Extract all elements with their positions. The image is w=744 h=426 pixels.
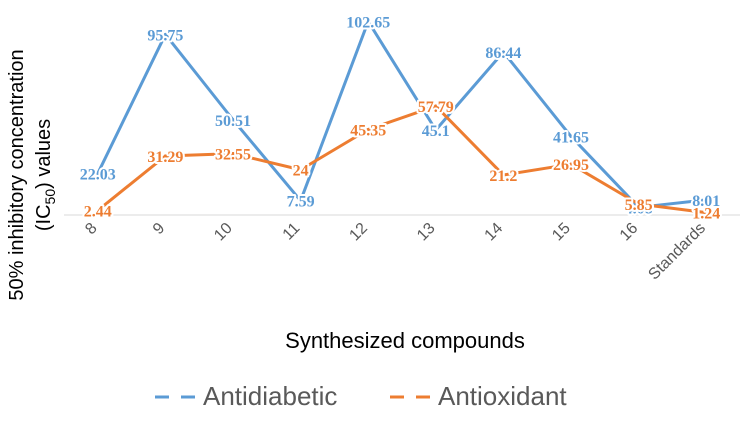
antioxidant-data-label-standards: 1.24 — [692, 206, 720, 223]
x-axis-label: Synthesized compounds — [285, 328, 525, 353]
x-tick-9: 9 — [150, 220, 168, 238]
x-tick-standards: Standards — [645, 220, 709, 284]
antidiabetic-data-label-15: 41.65 — [553, 129, 589, 146]
antioxidant-point-14 — [501, 173, 505, 177]
antioxidant-segment-3 — [299, 127, 370, 172]
antidiabetic-point-13 — [434, 128, 438, 132]
antioxidant-point-13 — [434, 104, 438, 108]
antidiabetic-data-label-10: 50.51 — [215, 113, 251, 130]
x-tick-12: 12 — [346, 220, 371, 245]
antidiabetic-data-label-13: 45.1 — [422, 123, 450, 140]
antidiabetic-point-12 — [366, 19, 370, 23]
x-tick-8: 8 — [82, 220, 100, 238]
legend-label-antioxidant: Antioxidant — [438, 381, 567, 411]
y-axis-label-prefix: (IC — [33, 204, 55, 231]
antioxidant-point-11 — [299, 168, 303, 172]
x-tick-labels: 8 9 10 11 12 13 14 15 16 Standards — [82, 220, 709, 284]
x-tick-10: 10 — [211, 220, 236, 245]
data-labels: 22.03 95.75 50.51 7.59 102.65 45.1 86.44 41.65 4… — [78, 12, 722, 224]
antidiabetic-data-label-standards: 8.01 — [692, 193, 720, 210]
antioxidant-point-15 — [569, 162, 573, 166]
antioxidant-data-label-16: 5.85 — [625, 197, 653, 214]
antidiabetic-point-10 — [231, 118, 235, 122]
y-axis-label-suffix: ) values — [33, 119, 55, 189]
antioxidant-segment-2 — [231, 152, 303, 172]
antioxidant-data-label-15: 26.95 — [553, 157, 589, 174]
antidiabetic-data-label-12: 102.65 — [346, 14, 390, 31]
antidiabetic-point-15 — [569, 134, 573, 138]
antidiabetic-segment-3 — [299, 19, 370, 203]
legend-label-antidiabetic: Antidiabetic — [203, 381, 337, 411]
antidiabetic-point-standards — [704, 198, 708, 202]
x-tick-16: 16 — [617, 220, 642, 245]
antioxidant-segment-6 — [501, 162, 573, 177]
x-tick-11: 11 — [280, 220, 304, 244]
antioxidant-data-label-11: 24 — [293, 163, 309, 180]
antidiabetic-segment-6 — [501, 50, 573, 138]
antioxidant-segment-8 — [637, 202, 708, 215]
legend-item-antioxidant: Antioxidant — [390, 381, 567, 411]
antidiabetic-point-16 — [637, 205, 641, 209]
antioxidant-segment-7 — [569, 162, 641, 206]
antioxidant-point-8 — [96, 208, 100, 212]
series-lines — [96, 19, 708, 215]
antioxidant-point-10 — [231, 152, 235, 156]
antidiabetic-segment-4 — [366, 19, 438, 132]
x-tick-13: 13 — [414, 220, 439, 245]
antidiabetic-data-label-8: 22.03 — [80, 166, 116, 183]
antidiabetic-point-9 — [163, 32, 167, 36]
antidiabetic-point-8 — [96, 171, 100, 175]
legend-item-antidiabetic: Antidiabetic — [155, 381, 337, 411]
legend: Antidiabetic Antioxidant — [155, 381, 567, 411]
x-tick-14: 14 — [482, 220, 507, 245]
antioxidant-data-label-9: 31.29 — [147, 149, 183, 166]
antidiabetic-point-11 — [299, 199, 303, 203]
antioxidant-data-label-14: 21.2 — [489, 168, 517, 185]
antioxidant-point-9 — [163, 154, 167, 158]
antidiabetic-segment-7 — [569, 134, 641, 209]
antioxidant-point-16 — [637, 202, 641, 206]
antioxidant-segment-4 — [366, 104, 438, 131]
y-axis-label-line1: 50% inhibitory concentration — [6, 49, 28, 300]
x-tick-15: 15 — [549, 220, 574, 245]
antioxidant-segment-1 — [163, 152, 235, 158]
antioxidant-point-standards — [704, 211, 708, 215]
antioxidant-segment-0 — [96, 154, 167, 212]
y-axis-label-subscript: 50 — [42, 189, 58, 205]
antioxidant-segment-5 — [434, 104, 505, 177]
antidiabetic-data-label-16: 4.08 — [625, 200, 653, 217]
antidiabetic-data-label-11: 7.59 — [287, 194, 315, 211]
antidiabetic-segment-0 — [96, 32, 167, 175]
antioxidant-point-12 — [366, 127, 370, 131]
antioxidant-data-label-8: 2.44 — [84, 203, 112, 220]
antidiabetic-point-14 — [501, 50, 505, 54]
antioxidant-data-label-13: 57.79 — [418, 99, 454, 116]
y-axis-label-line2: (IC50) values — [33, 119, 58, 231]
antidiabetic-data-label-9: 95.75 — [147, 27, 183, 44]
antidiabetic-segment-1 — [163, 32, 235, 122]
antioxidant-data-label-12: 45.35 — [350, 122, 386, 139]
antioxidant-data-label-10: 32.55 — [215, 147, 251, 164]
antidiabetic-data-label-14: 86.44 — [485, 45, 521, 62]
